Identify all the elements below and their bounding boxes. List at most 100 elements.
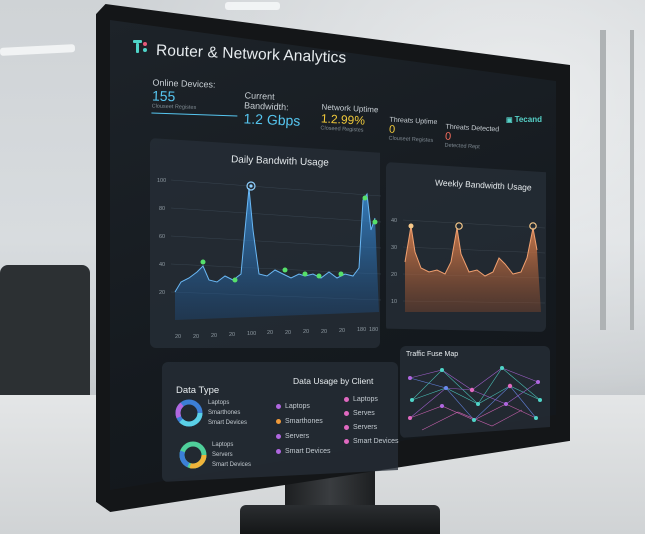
legend-item: Smart Devices xyxy=(212,462,252,468)
stat-current-bandwidth: Current Bandwidth: 1.2 Gbps xyxy=(243,90,319,129)
graph-node xyxy=(410,398,414,402)
weekly-area xyxy=(405,226,541,312)
brand-icon: ▣ xyxy=(506,117,515,124)
y-tick: 100 xyxy=(157,178,166,184)
data-type-donut-1 xyxy=(175,399,203,427)
x-tick: 20 xyxy=(339,328,345,334)
x-tick: 20 xyxy=(211,333,217,339)
usage-by-client-col1: Laptops Smarthones Servers Smart Devices xyxy=(276,399,331,459)
client-label: Servers xyxy=(285,433,310,440)
client-label: Serves xyxy=(353,410,375,417)
daily-markers xyxy=(200,181,378,283)
data-point xyxy=(282,267,288,273)
ceiling-lamp xyxy=(225,2,280,10)
graph-node xyxy=(507,383,513,389)
graph-node xyxy=(408,376,412,380)
data-type-legend-2: Laptops Servers Smart Devices xyxy=(212,440,251,470)
weekly-bandwidth-chart: 40 30 20 10 xyxy=(391,218,546,312)
traffic-network-graph xyxy=(408,366,542,431)
weekly-markers xyxy=(408,222,537,230)
legend-item: Smarthones xyxy=(208,410,241,416)
client-dot xyxy=(276,418,281,424)
daily-bandwidth-chart: 100 80 60 40 20 20 20 20 20 100 20 20 20… xyxy=(157,178,382,340)
stat-online-devices: Online Devices: 155 Clouseet Registes xyxy=(151,77,240,117)
data-point xyxy=(455,222,463,230)
data-point xyxy=(338,271,344,277)
client-item: Smart Devices xyxy=(276,444,331,459)
client-dot xyxy=(344,438,349,444)
data-point xyxy=(249,184,253,188)
graph-node xyxy=(534,416,538,420)
x-tick: 20 xyxy=(321,329,327,335)
client-item: Smart Devices xyxy=(344,435,399,449)
x-tick: 20 xyxy=(193,334,199,340)
stat-threats-uptime: Threats Uptime 0 Clouseet Registes xyxy=(388,117,443,145)
client-label: Smart Devices xyxy=(353,438,399,445)
client-label: Laptops xyxy=(285,403,310,410)
legend-item: Smart Devices xyxy=(208,420,248,426)
legend-item: Laptops xyxy=(208,400,230,406)
daily-area xyxy=(175,188,379,320)
graph-node xyxy=(472,418,476,422)
client-item: Serves xyxy=(344,407,399,421)
daily-x-ticks: 20 20 20 20 100 20 20 20 20 20 180 180 xyxy=(175,327,378,340)
legend-item: Laptops xyxy=(212,442,234,448)
client-label: Smart Devices xyxy=(285,448,331,455)
client-dot xyxy=(276,403,281,409)
graph-node xyxy=(444,386,448,390)
client-item: Servers xyxy=(276,429,331,444)
data-point xyxy=(200,259,206,265)
x-tick: 20 xyxy=(175,334,181,340)
y-tick: 40 xyxy=(391,218,397,224)
client-item: Laptops xyxy=(276,399,331,414)
traffic-map-card xyxy=(400,346,550,438)
data-point xyxy=(529,222,537,230)
y-tick: 40 xyxy=(159,262,165,268)
client-label: Smarthones xyxy=(285,418,323,425)
y-tick: 20 xyxy=(391,272,397,278)
daily-line xyxy=(174,187,376,293)
graph-node xyxy=(440,404,444,408)
window-frame xyxy=(600,30,606,330)
usage-by-client-title: Data Usage by Client xyxy=(293,376,374,386)
x-tick: 180 xyxy=(357,327,366,333)
stat-value: 1.2 Gbps xyxy=(243,110,301,129)
client-dot xyxy=(276,448,281,454)
graph-node xyxy=(500,366,504,370)
brand-badge: ▣ Tecand xyxy=(506,115,542,124)
client-dot xyxy=(344,396,349,402)
graph-node xyxy=(440,368,444,372)
x-tick: 100 xyxy=(247,331,256,337)
client-item: Smarthones xyxy=(276,414,331,429)
usage-by-client-col2: Laptops Serves Servers Smart Devices xyxy=(344,393,399,449)
x-tick: 20 xyxy=(303,329,309,335)
y-tick: 80 xyxy=(159,206,165,212)
data-type-donut-2 xyxy=(179,441,207,469)
graph-nodes xyxy=(408,366,542,422)
graph-node xyxy=(469,387,475,393)
y-tick: 10 xyxy=(391,299,397,305)
client-label: Laptops xyxy=(353,396,378,403)
data-type-title: Data Type xyxy=(176,385,220,396)
client-item: Servers xyxy=(344,421,399,435)
client-item: Laptops xyxy=(344,393,399,407)
stat-threats-detected: Threats Detected 0 Detected Rept xyxy=(444,124,499,152)
data-point xyxy=(408,223,414,229)
data-point xyxy=(246,181,256,191)
traffic-map-title: Traffic Fuse Map xyxy=(406,351,459,358)
weekly-line xyxy=(404,225,538,277)
daily-y-ticks: 100 80 60 40 20 xyxy=(157,178,166,296)
graph-node xyxy=(504,402,508,406)
window-frame xyxy=(630,30,634,330)
data-type-legend-1: Laptops Smarthones Smart Devices xyxy=(208,398,247,428)
y-tick: 60 xyxy=(159,234,165,240)
client-dot xyxy=(344,424,349,430)
y-tick: 30 xyxy=(391,245,397,251)
x-tick: 20 xyxy=(285,330,291,336)
graph-node xyxy=(476,402,480,406)
y-tick: 20 xyxy=(159,290,165,296)
graph-node xyxy=(408,416,412,420)
data-point xyxy=(302,271,308,277)
brand-name: Tecand xyxy=(514,115,542,124)
client-dot xyxy=(344,410,349,416)
